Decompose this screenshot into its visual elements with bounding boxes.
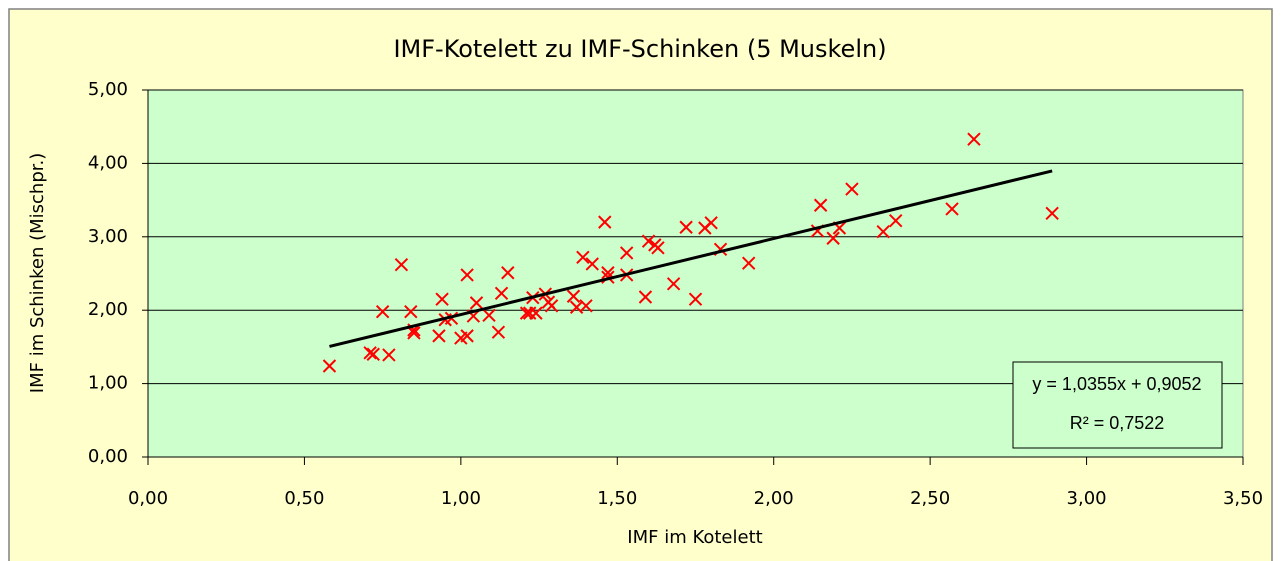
point <box>435 292 449 306</box>
point <box>945 202 959 216</box>
point <box>432 329 446 343</box>
point <box>404 304 418 319</box>
x-tick-label: 3,00 <box>1067 488 1107 509</box>
x-tick-label: 0,50 <box>284 488 324 509</box>
point <box>585 257 599 271</box>
point <box>366 347 380 361</box>
point <box>679 220 693 234</box>
point <box>482 308 496 323</box>
point <box>619 246 634 260</box>
point <box>967 132 981 146</box>
point <box>813 198 828 212</box>
point <box>576 250 590 265</box>
point <box>638 290 653 304</box>
point <box>641 234 656 248</box>
x-tick-label: 1,50 <box>597 488 637 509</box>
point <box>375 304 390 319</box>
trendline <box>329 169 1053 348</box>
equation-box <box>1012 361 1223 449</box>
x-tick-label: 2,00 <box>754 488 794 509</box>
x-axis-label: IMF im Kotelett <box>627 527 762 548</box>
y-tick-label: 2,00 <box>88 299 128 320</box>
r-squared: R² = 0,7522 <box>1070 413 1165 433</box>
point <box>826 231 840 245</box>
point <box>529 306 543 320</box>
y-tick-label: 0,00 <box>88 446 128 467</box>
point <box>704 216 718 230</box>
point <box>741 256 756 270</box>
point <box>491 325 506 339</box>
y-tick-label: 4,00 <box>88 152 128 173</box>
y-tick-label: 3,00 <box>88 226 128 247</box>
point <box>876 224 890 239</box>
point <box>598 215 612 229</box>
point <box>469 296 484 310</box>
point <box>566 289 581 303</box>
y-tick-label: 1,00 <box>88 373 128 394</box>
equation: y = 1,0355x + 0,9052 <box>1032 374 1201 394</box>
point <box>494 286 509 301</box>
point <box>889 213 903 228</box>
point <box>522 306 537 320</box>
point <box>382 348 396 362</box>
point <box>460 268 474 282</box>
point <box>394 257 409 272</box>
point <box>688 292 703 306</box>
y-tick-label: 5,00 <box>88 79 128 100</box>
marks: 0,00 1,00 2,00 3,00 4,00 5,00 0,00 0,50 1,00 1,50… <box>88 79 1263 509</box>
point <box>544 299 559 313</box>
y-axis-label: IMF im Schinken (Mischpr.) <box>27 153 48 393</box>
x-tick-label: 1,00 <box>441 488 481 509</box>
x-tick-label: 3,50 <box>1223 488 1263 509</box>
point <box>501 266 515 280</box>
point <box>845 182 859 196</box>
x-tick-label: 0,00 <box>128 488 168 509</box>
point <box>579 299 593 313</box>
point <box>651 241 665 255</box>
point <box>666 277 681 291</box>
chart-title: IMF-Kotelett zu IMF-Schinken (5 Muskeln) <box>393 35 886 63</box>
point <box>1045 206 1059 221</box>
point <box>407 326 421 340</box>
point <box>460 329 474 343</box>
x-tick-label: 2,50 <box>910 488 950 509</box>
point <box>363 346 377 360</box>
point <box>322 359 337 373</box>
